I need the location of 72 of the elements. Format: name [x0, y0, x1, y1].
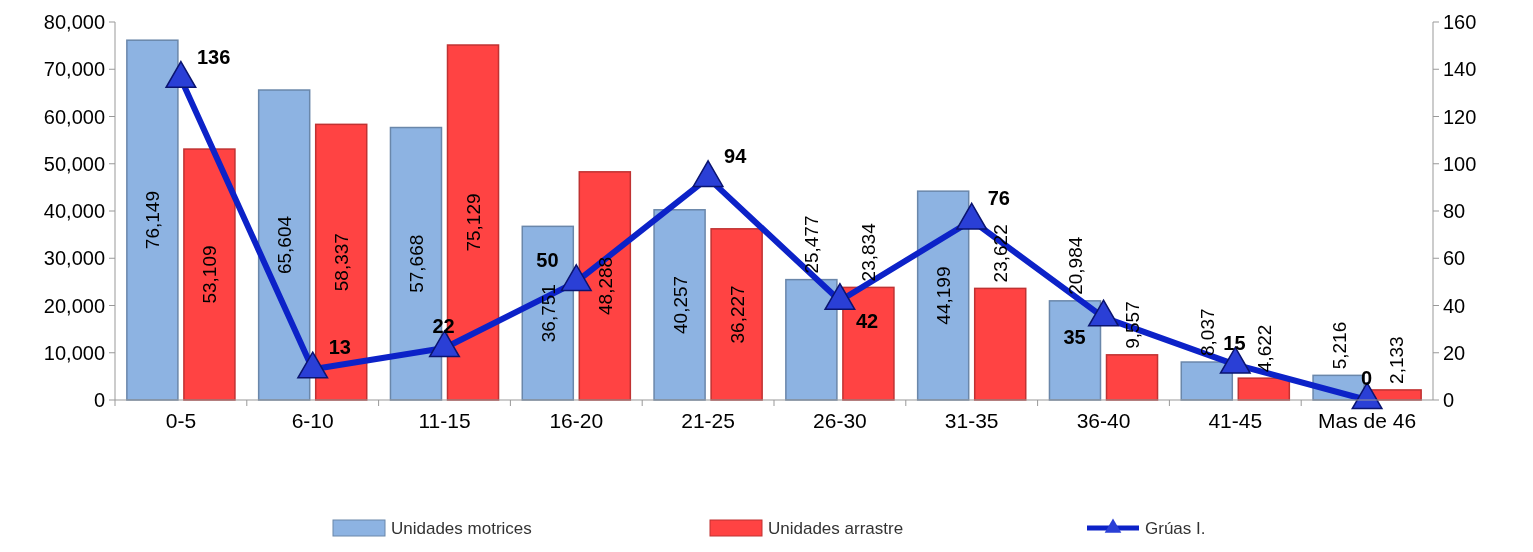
data-label: 35 [1063, 326, 1086, 349]
x-tick-label: 16-20 [549, 409, 604, 432]
x-tick-label: 41-45 [1208, 409, 1263, 432]
y-tick-label: 50,000 [43, 152, 105, 175]
bar [126, 39, 179, 401]
data-label: 65,604 [274, 215, 296, 275]
data-label: 53,109 [199, 245, 221, 304]
bar [785, 278, 838, 401]
bar [710, 228, 763, 401]
y-tick-label: 10,000 [43, 341, 105, 364]
data-label: 0 [1361, 367, 1373, 389]
data-label: 2,133 [1385, 336, 1407, 384]
x-tick-label: 31-35 [944, 409, 999, 432]
y-tick-label: 30,000 [43, 247, 105, 270]
data-label: 15 [1223, 331, 1246, 354]
bar [183, 148, 236, 401]
data-label: 58,337 [331, 233, 353, 292]
bar [1105, 354, 1159, 401]
y2-tick-label: 40 [1443, 294, 1466, 317]
y-tick-label: 70,000 [43, 58, 105, 81]
y2-tick-label: 20 [1443, 341, 1466, 364]
y-tick-label: 80,000 [43, 11, 105, 33]
data-label: 50 [536, 248, 559, 271]
x-tick-label: 21-25 [681, 409, 735, 432]
data-label: 23,622 [990, 224, 1012, 283]
x-tick-label: 36-40 [1076, 409, 1131, 432]
y-tick-label: 0 [93, 389, 105, 411]
x-tick-label: 0-5 [165, 409, 197, 432]
y2-tick-label: 140 [1443, 58, 1477, 81]
data-label: 25,477 [801, 215, 823, 274]
data-label: 42 [855, 309, 879, 332]
data-label: 9,557 [1122, 301, 1144, 349]
legend-label: Unidades motrices [391, 519, 532, 538]
data-label: 136 [196, 45, 231, 68]
data-label: 40,257 [669, 275, 691, 334]
bar [257, 89, 311, 401]
y-tick-label: 40,000 [43, 200, 105, 222]
x-tick-label: 11-15 [418, 409, 471, 432]
data-label: 44,199 [933, 266, 955, 325]
data-label: 36,227 [726, 285, 748, 344]
y2-tick-label: 60 [1443, 247, 1466, 270]
bar [916, 190, 970, 401]
data-label: 76,149 [142, 191, 164, 250]
y2-tick-label: 160 [1443, 11, 1477, 33]
legend-label: Grúas I. [1145, 519, 1206, 538]
data-label: 76 [987, 187, 1010, 210]
y-tick-label: 20,000 [43, 294, 105, 317]
x-tick-label: Mas de 46 [1318, 409, 1417, 432]
data-label: 8,037 [1196, 308, 1218, 357]
legend-label: Unidades arrastre [768, 519, 904, 538]
bar [973, 287, 1027, 401]
data-label: 36,751 [537, 284, 559, 343]
y2-tick-label: 0 [1443, 389, 1455, 411]
data-label: 20,984 [1064, 236, 1086, 295]
data-label: 13 [328, 336, 351, 359]
bar [653, 209, 706, 401]
y2-tick-label: 80 [1443, 200, 1466, 222]
data-label: 4,622 [1253, 324, 1275, 373]
bar [314, 123, 368, 401]
bar [842, 286, 895, 401]
data-label: 75,129 [463, 193, 485, 252]
data-label: 5,216 [1328, 321, 1350, 370]
bar [578, 171, 632, 401]
y-tick-label: 60,000 [43, 105, 105, 128]
x-tick-label: 6-10 [291, 409, 334, 432]
data-label: 94 [724, 144, 748, 167]
data-label: 48,288 [594, 256, 616, 315]
y2-tick-label: 120 [1443, 105, 1477, 128]
data-label: 23,834 [858, 222, 880, 282]
x-tick-label: 26-30 [813, 409, 867, 432]
y2-tick-label: 100 [1443, 152, 1477, 175]
data-label: 57,668 [405, 234, 427, 293]
